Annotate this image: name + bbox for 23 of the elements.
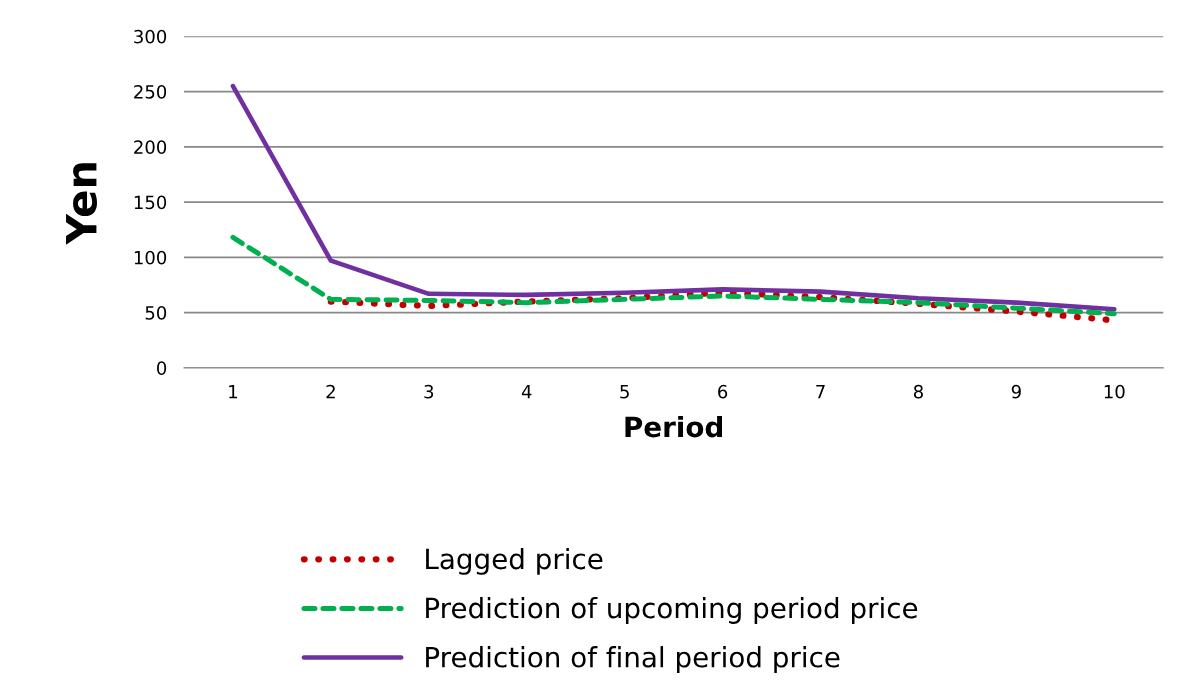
- y-tick-label: 300: [134, 29, 167, 44]
- x-tick-label: 9: [1011, 384, 1021, 399]
- y-axis-title: Yen: [66, 163, 97, 245]
- x-tick-label: 4: [521, 385, 532, 399]
- x-tick-label: 10: [1104, 384, 1125, 399]
- y-tick-label: 100: [134, 250, 167, 265]
- x-tick-label: 8: [913, 384, 923, 399]
- y-tick-label: 150: [134, 195, 167, 210]
- y-tick-label: 250: [134, 85, 167, 99]
- y-tick-label: 200: [134, 140, 167, 154]
- line-series: [230, 83, 1117, 312]
- x-axis-title: Period: [625, 415, 722, 438]
- y-tick-label: 0: [157, 361, 167, 375]
- legend-label: Lagged price: [426, 547, 603, 575]
- x-tick-label: 7: [816, 385, 825, 399]
- legend-label: Prediction of final period price: [426, 646, 840, 673]
- x-tick-label: 6: [718, 384, 728, 399]
- x-tick-label: 5: [620, 385, 629, 399]
- y-tick-label: 50: [145, 306, 167, 320]
- x-tick-label: 1: [229, 385, 238, 399]
- x-tick-label: 2: [326, 384, 335, 399]
- x-tick-label: 3: [424, 384, 434, 399]
- legend-label: Prediction of upcoming period price: [426, 597, 918, 624]
